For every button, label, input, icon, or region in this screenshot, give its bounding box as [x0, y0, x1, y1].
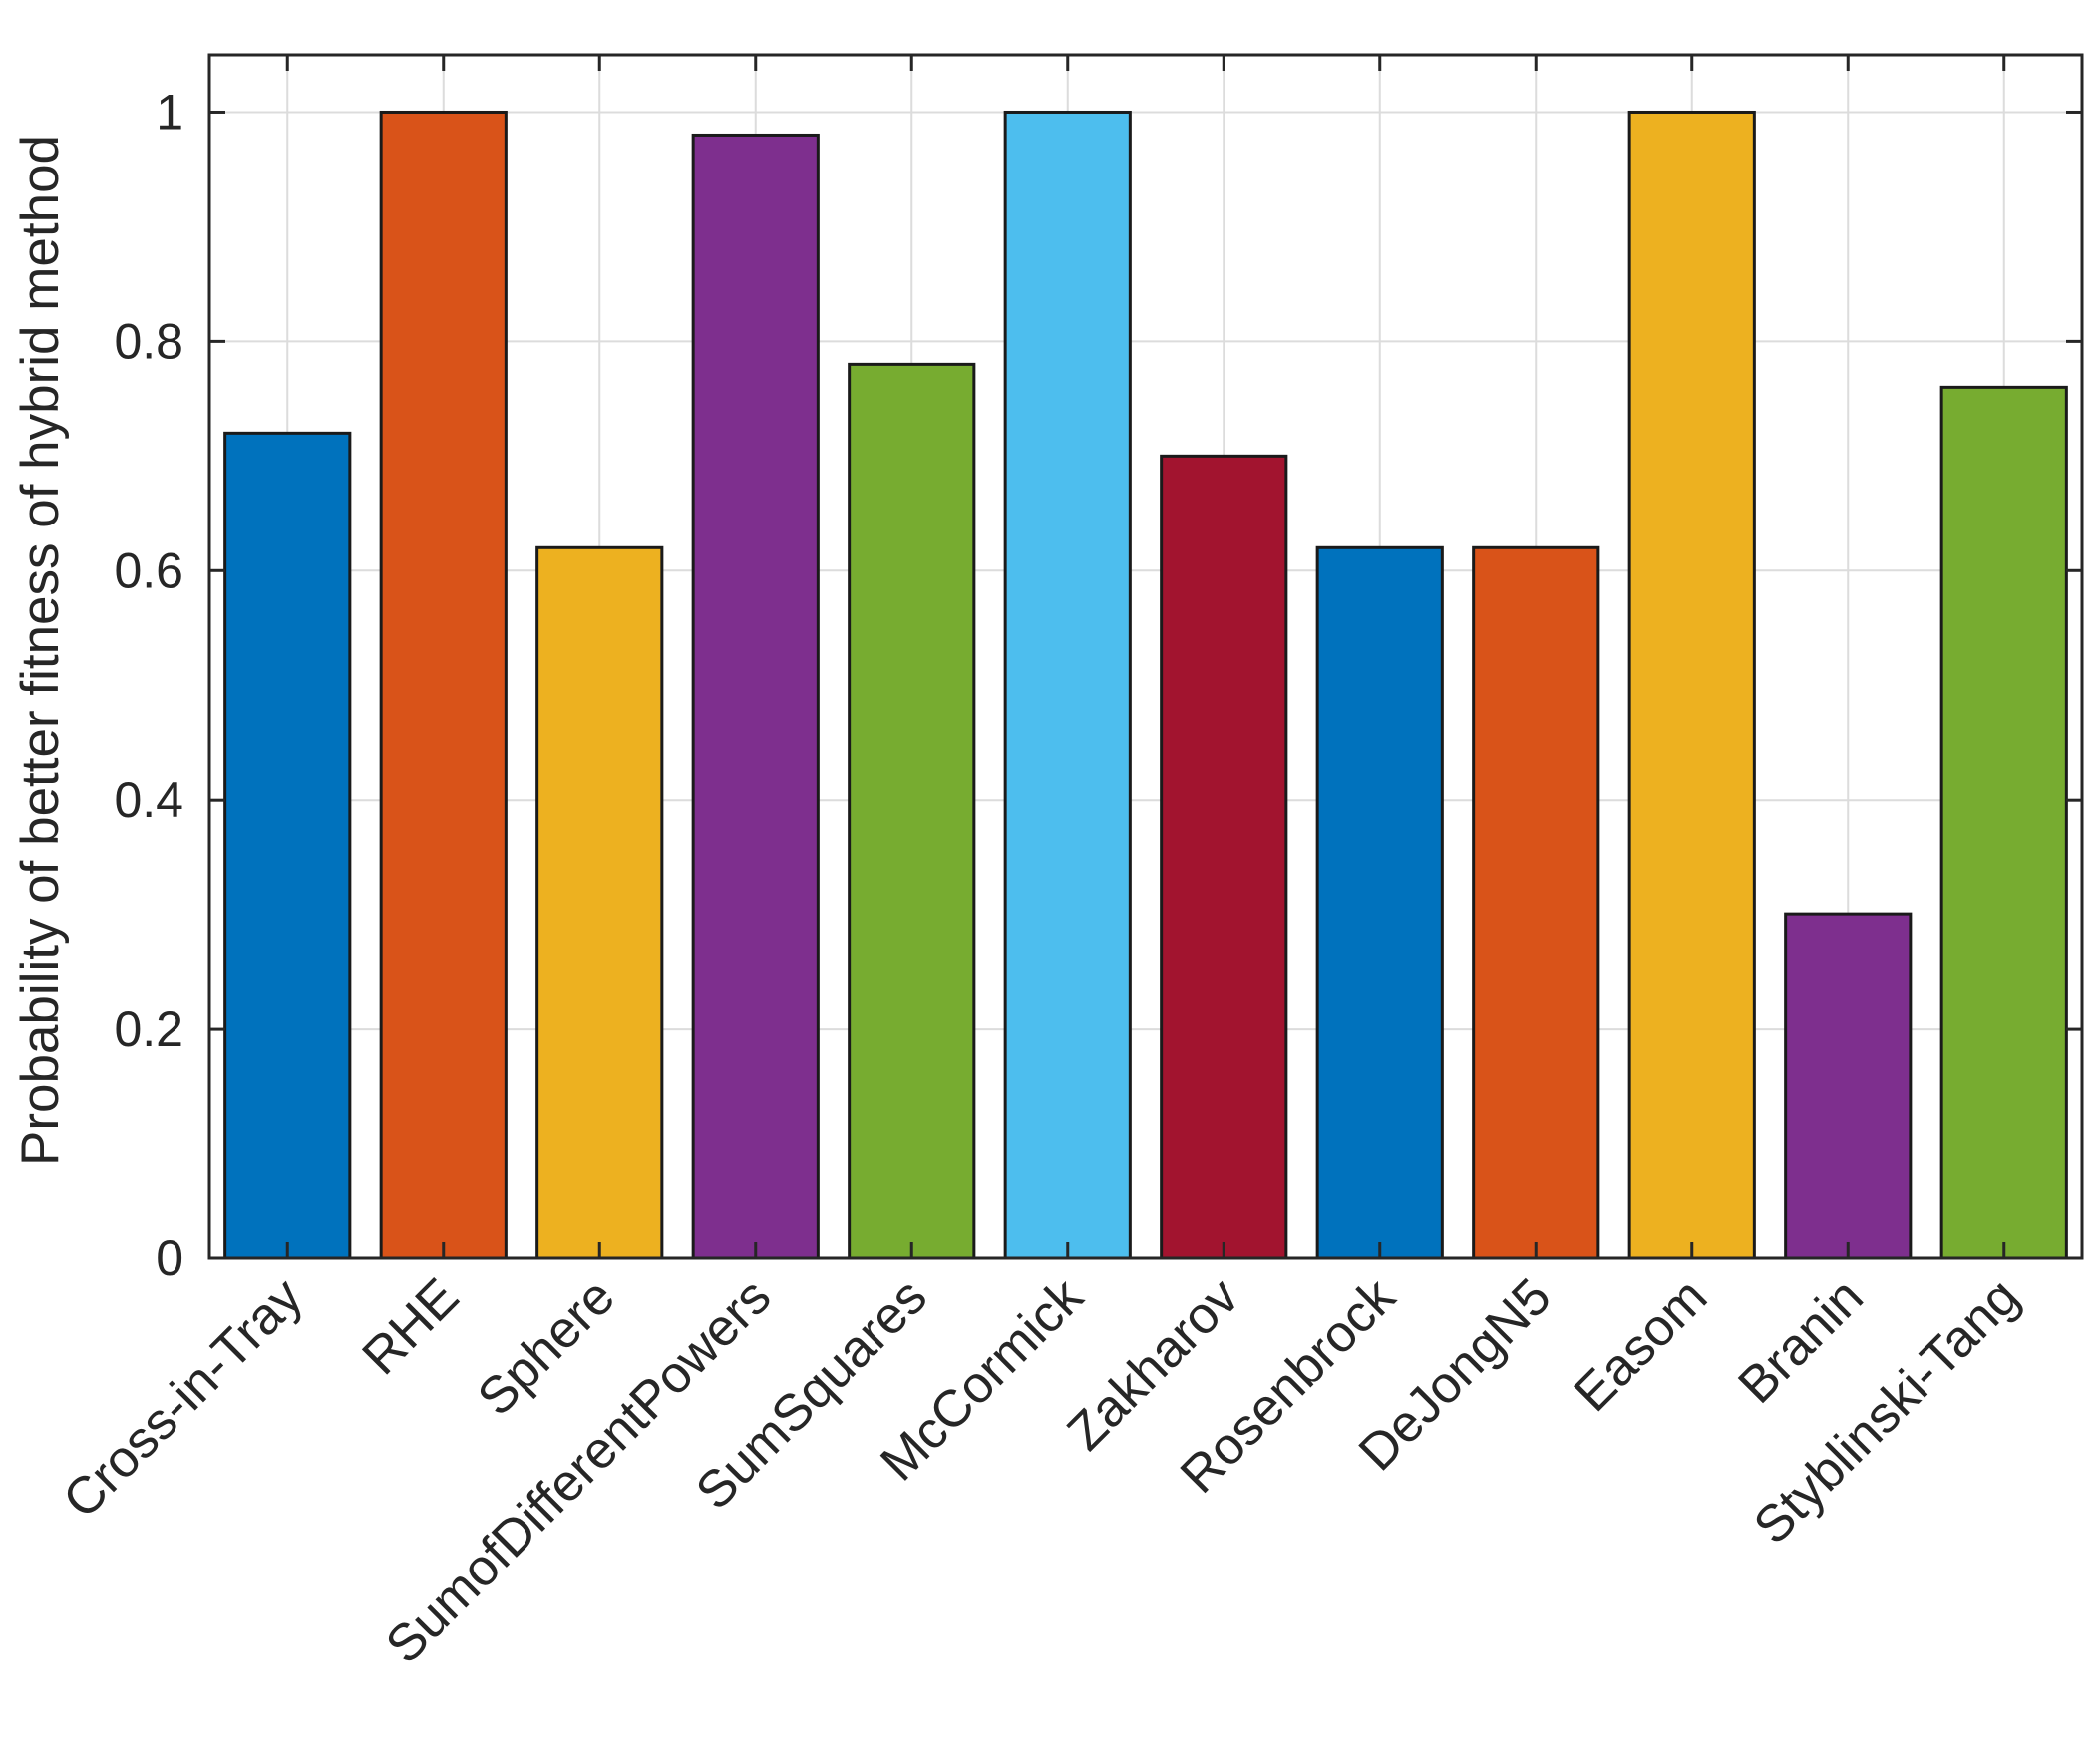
bar-sumofdifferentpowers [691, 133, 820, 1260]
bar-mccormick [1003, 110, 1132, 1260]
bar-layer [223, 110, 2068, 1260]
x-tick-label: Cross-in-Tray [52, 1267, 313, 1529]
bar-cross-in-tray [223, 431, 352, 1260]
bar-rhe [379, 110, 508, 1260]
x-tick-label: Sphere [467, 1267, 626, 1427]
plot-frame [207, 53, 2084, 1260]
y-tick-label: 0.2 [114, 1001, 183, 1057]
y-tick-label: 0.6 [114, 542, 183, 598]
bar-sphere [535, 545, 664, 1260]
bar-branin [1784, 912, 1913, 1260]
y-axis-title: Probability of better fitness of hybrid … [11, 135, 70, 1166]
y-tick-label: 0.8 [114, 313, 183, 369]
y-tick-label: 0 [156, 1230, 183, 1286]
bar-styblinski-tang [1939, 385, 2068, 1260]
bar-rosenbrock [1315, 545, 1444, 1260]
x-tick-label: Styblinski-Tang [1743, 1267, 2030, 1555]
bar-easom [1627, 110, 1756, 1260]
bar-dejongn5 [1472, 545, 1600, 1260]
x-tick-label: Branin [1727, 1267, 1874, 1414]
bar-zakharov [1160, 454, 1288, 1260]
x-tick-label: RHE [352, 1267, 471, 1386]
bar-sumsquares [848, 362, 976, 1260]
axis-layer [207, 53, 2084, 1260]
y-tick-label: 1 [156, 84, 183, 140]
x-tick-label: Easom [1564, 1267, 1718, 1422]
y-tick-label: 0.4 [114, 772, 183, 828]
